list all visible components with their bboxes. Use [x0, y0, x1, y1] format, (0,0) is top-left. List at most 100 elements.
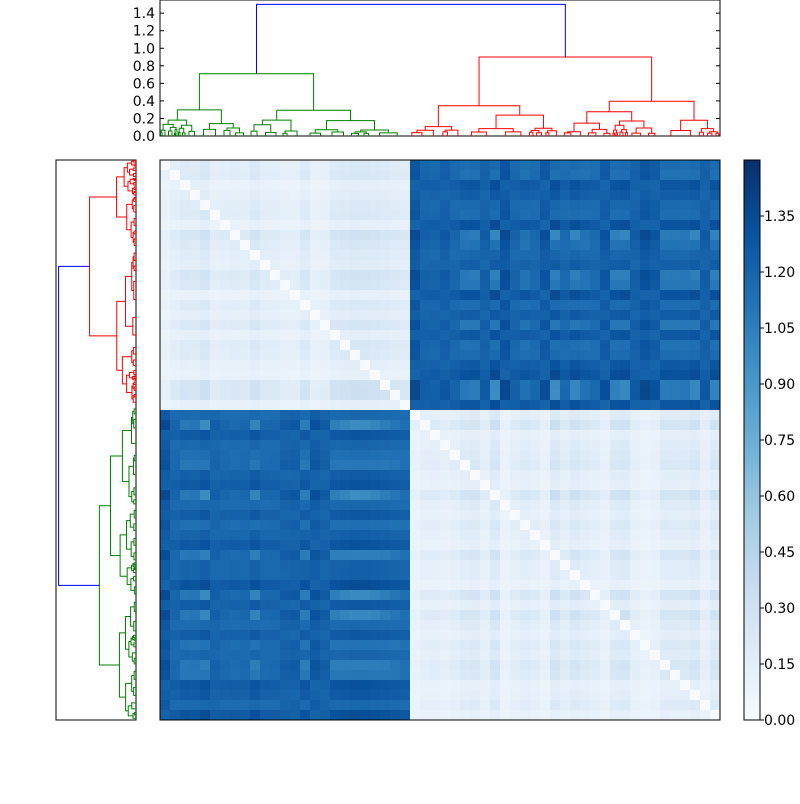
heatmap-cell [610, 180, 621, 191]
heatmap-cell [240, 670, 251, 681]
heatmap-cell [570, 610, 581, 621]
heatmap-cell [520, 370, 531, 381]
heatmap-cell [710, 430, 721, 441]
heatmap-cell [200, 520, 211, 531]
heatmap-cell [490, 280, 501, 291]
heatmap-cell [440, 390, 451, 401]
heatmap-cell [540, 330, 551, 341]
heatmap-cell [690, 490, 701, 501]
heatmap-cell [350, 670, 361, 681]
heatmap-cell [240, 480, 251, 491]
heatmap-cell [410, 660, 421, 671]
heatmap-cell [620, 430, 631, 441]
heatmap-cell [430, 250, 441, 261]
heatmap-cell [460, 600, 471, 611]
heatmap-cell [650, 470, 661, 481]
heatmap-cell [430, 340, 441, 351]
heatmap-cell [530, 520, 541, 531]
heatmap-cell [170, 480, 181, 491]
heatmap-cell [450, 610, 461, 621]
heatmap-cell [400, 350, 411, 361]
heatmap-cell [490, 500, 501, 511]
heatmap-cell [230, 600, 241, 611]
heatmap-cell [430, 320, 441, 331]
heatmap-cell [570, 500, 581, 511]
heatmap-cell [600, 250, 611, 261]
heatmap-cell [190, 350, 201, 361]
heatmap-cell [420, 550, 431, 561]
heatmap-cell [230, 630, 241, 641]
heatmap-cell [580, 540, 591, 551]
heatmap-cell [520, 250, 531, 261]
heatmap-cell [170, 280, 181, 291]
heatmap-cell [660, 240, 671, 251]
heatmap-cell [630, 530, 641, 541]
heatmap-cell [550, 400, 561, 411]
heatmap-cell [180, 260, 191, 271]
heatmap-cell [580, 510, 591, 521]
heatmap-cell [240, 640, 251, 651]
heatmap-cell [370, 160, 381, 171]
dendrogram-link [478, 128, 514, 132]
heatmap-cell [500, 250, 511, 261]
heatmap-cell [450, 320, 461, 331]
heatmap-cell [200, 290, 211, 301]
heatmap-cell [250, 500, 261, 511]
heatmap-cell [420, 430, 431, 441]
heatmap-cell [680, 290, 691, 301]
heatmap-cell [640, 300, 651, 311]
heatmap-cell [600, 400, 611, 411]
heatmap-cell [260, 490, 271, 501]
heatmap-cell [610, 620, 621, 631]
heatmap-cell [300, 180, 311, 191]
heatmap-cell [210, 670, 221, 681]
heatmap-cell [490, 350, 501, 361]
heatmap-cell [250, 200, 261, 211]
heatmap-cell [320, 170, 331, 181]
heatmap-cell [200, 640, 211, 651]
heatmap-cell [590, 630, 601, 641]
heatmap-cell [500, 200, 511, 211]
heatmap-cell [510, 370, 521, 381]
heatmap-cell [500, 590, 511, 601]
heatmap-cell [360, 660, 371, 671]
heatmap-cell [690, 610, 701, 621]
heatmap-cell [530, 570, 541, 581]
heatmap-cell [240, 320, 251, 331]
heatmap-cell [200, 180, 211, 191]
heatmap-cell [190, 500, 201, 511]
heatmap-cell [690, 710, 701, 721]
heatmap-cell [190, 560, 201, 571]
heatmap-cell [460, 200, 471, 211]
heatmap-cell [220, 440, 231, 451]
heatmap-cell [480, 370, 491, 381]
heatmap-cell [210, 260, 221, 271]
colorbar-gradient [743, 159, 761, 721]
heatmap-cell [190, 360, 201, 371]
heatmap-cell [200, 470, 211, 481]
heatmap-cell [160, 680, 171, 691]
heatmap-cell [520, 450, 531, 461]
heatmap-cell [650, 400, 661, 411]
heatmap-cell [490, 570, 501, 581]
heatmap-cell [380, 390, 391, 401]
heatmap-cell [200, 460, 211, 471]
heatmap-cell [280, 180, 291, 191]
heatmap-cell [410, 230, 421, 241]
heatmap-cell [520, 700, 531, 711]
heatmap-cell [510, 360, 521, 371]
heatmap-cell [700, 690, 711, 701]
heatmap-cell [680, 280, 691, 291]
heatmap-cell [300, 380, 311, 391]
heatmap-cell [420, 410, 431, 421]
heatmap-cell [460, 670, 471, 681]
heatmap-cell [350, 180, 361, 191]
heatmap-cell [160, 310, 171, 321]
heatmap-cell [510, 310, 521, 321]
heatmap-cell [300, 680, 311, 691]
dendrogram-link [109, 455, 123, 557]
heatmap-cell [540, 510, 551, 521]
heatmap-cell [710, 510, 721, 521]
heatmap-cell [300, 560, 311, 571]
heatmap-cell [390, 570, 401, 581]
